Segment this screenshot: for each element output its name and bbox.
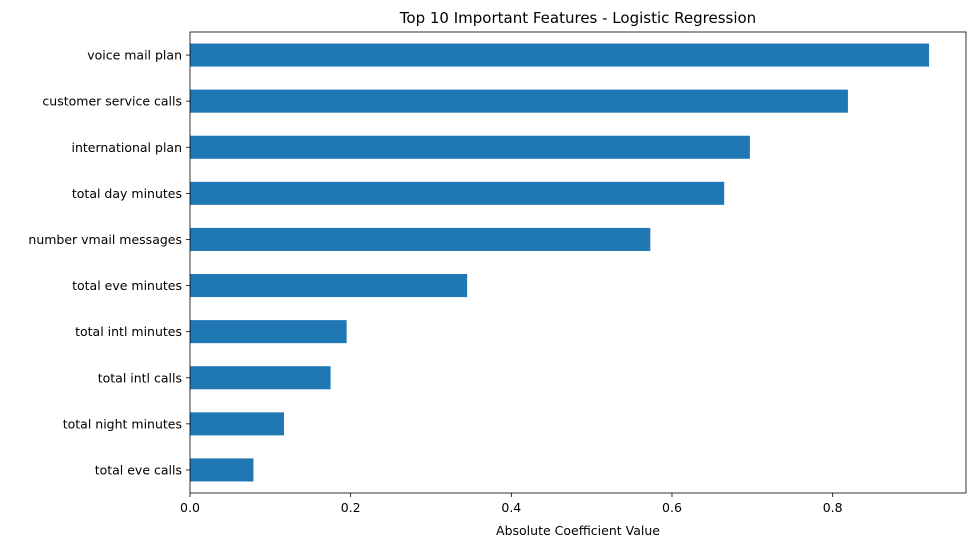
y-axis-ticks: total eve calls total night minutes total … xyxy=(28,48,190,477)
y-tick-label: total eve calls xyxy=(95,462,182,477)
bar-voice-mail-plan xyxy=(190,43,930,67)
bars-group xyxy=(190,43,930,482)
y-tick-label: total eve minutes xyxy=(72,278,182,293)
bar-total-night-minutes xyxy=(190,412,284,436)
chart-title: Top 10 Important Features - Logistic Reg… xyxy=(399,9,756,27)
y-tick-label: international plan xyxy=(71,140,182,155)
bar-total-eve-calls xyxy=(190,458,254,482)
bar-international-plan xyxy=(190,135,750,159)
x-axis-ticks: 0.0 0.2 0.4 0.6 0.8 xyxy=(180,493,843,515)
x-tick-label: 0.2 xyxy=(341,500,361,515)
y-tick-label: total intl calls xyxy=(98,370,182,385)
x-tick-label: 0.6 xyxy=(662,500,682,515)
bar-total-eve-minutes xyxy=(190,274,468,298)
bar-number-vmail-messages xyxy=(190,227,651,251)
y-tick-label: total day minutes xyxy=(72,186,182,201)
bar-total-intl-calls xyxy=(190,366,331,390)
bar-total-day-minutes xyxy=(190,181,725,205)
y-tick-label: customer service calls xyxy=(42,94,182,109)
y-tick-label: total night minutes xyxy=(63,416,182,431)
x-tick-label: 0.4 xyxy=(501,500,521,515)
bar-total-intl-minutes xyxy=(190,320,347,344)
y-tick-label: voice mail plan xyxy=(87,48,182,63)
bar-customer-service-calls xyxy=(190,89,848,113)
x-tick-label: 0.0 xyxy=(180,500,200,515)
y-tick-label: total intl minutes xyxy=(75,324,182,339)
x-axis-label: Absolute Coefficient Value xyxy=(496,523,660,538)
plot-frame xyxy=(189,31,967,494)
y-tick-label: number vmail messages xyxy=(28,232,182,247)
x-tick-label: 0.8 xyxy=(823,500,843,515)
